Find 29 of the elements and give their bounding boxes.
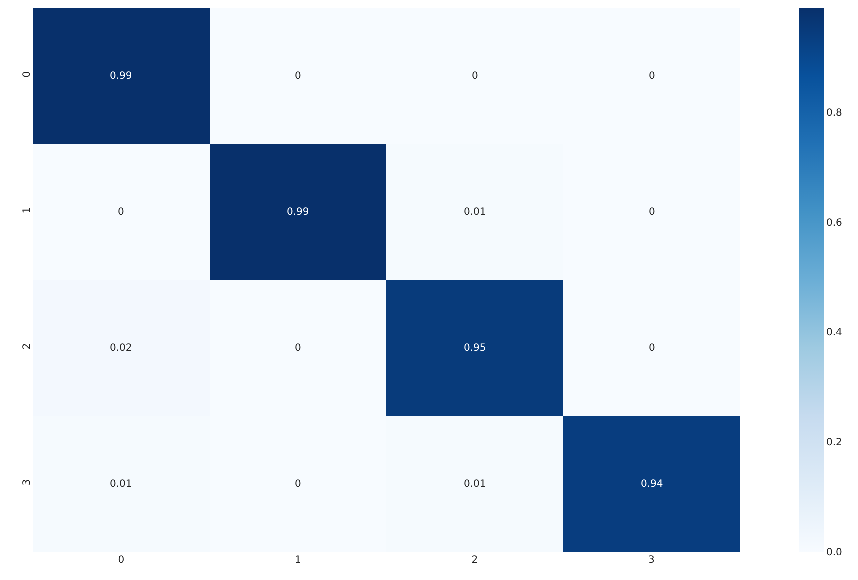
color-bar-label: 0.6	[826, 218, 842, 229]
y-tick-label: 1	[22, 207, 33, 214]
data-label: 0	[649, 71, 656, 82]
data-label: 0.94	[641, 479, 664, 490]
color-bar-label: 0.0	[826, 548, 842, 558]
data-label: 0.01	[464, 479, 486, 490]
color-bar-label: 0.8	[826, 108, 842, 119]
data-label: 0.01	[110, 479, 132, 490]
data-label: 0	[118, 207, 124, 218]
data-label: 0	[295, 479, 302, 490]
data-label: 0	[649, 207, 656, 218]
data-label: 0.99	[287, 207, 310, 218]
data-label: 0.01	[464, 207, 486, 218]
data-label: 0	[649, 343, 656, 354]
y-tick-label: 2	[22, 343, 33, 350]
color-bar-label: 0.2	[826, 438, 842, 449]
x-tick-label: 0	[118, 555, 125, 566]
x-tick-label: 1	[294, 555, 302, 566]
y-tick-label: 0	[22, 71, 33, 78]
data-label: 0	[295, 71, 302, 82]
data-label: 0.02	[110, 343, 132, 354]
color-bar-label: 0.4	[826, 328, 842, 339]
data-label: 0.95	[464, 343, 486, 354]
y-tick-label: 3	[22, 479, 33, 486]
data-label: 0	[472, 71, 478, 82]
x-tick-label: 2	[472, 555, 478, 566]
x-tick-label: 3	[648, 555, 655, 566]
data-label: 0.99	[110, 71, 132, 82]
data-label: 0	[295, 343, 302, 354]
